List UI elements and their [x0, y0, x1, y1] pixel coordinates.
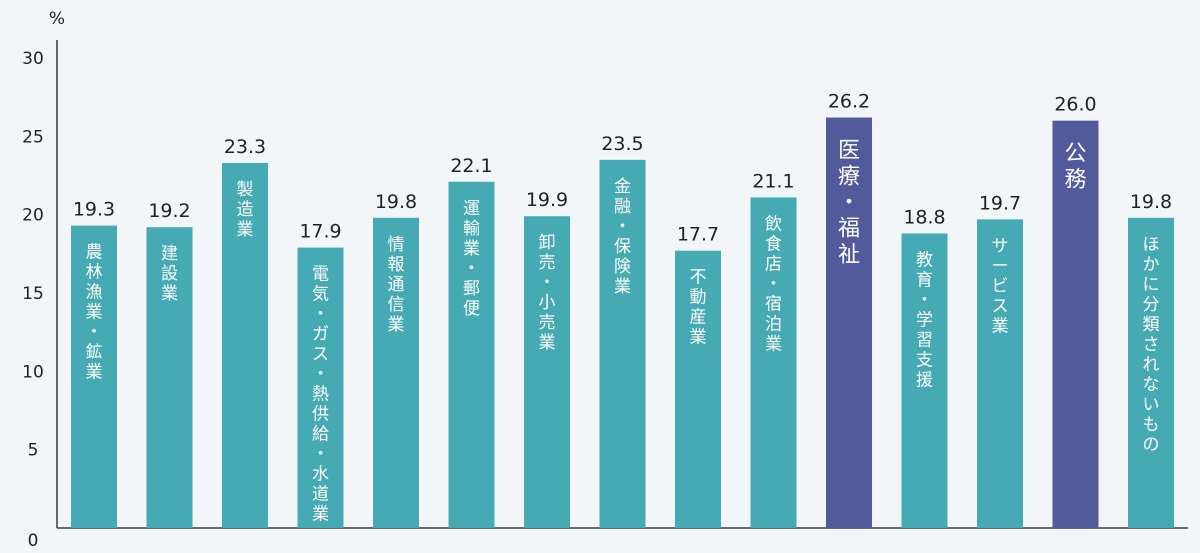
bar	[297, 247, 344, 529]
category-label: 金融・保険業	[614, 177, 631, 297]
bar	[222, 162, 268, 528]
category-label: 運輸業・郵便	[463, 199, 480, 319]
bars-group: 19.3 農林漁業・鉱業 19.2 建設業 23.3 製造業 17.9 電気・ガス・熱供給・水…	[71, 91, 1174, 529]
bar-value-label: 19.8	[1130, 191, 1172, 213]
bar-value-label: 21.1	[752, 170, 794, 192]
y-tick-label: 15	[22, 284, 44, 304]
bar-value-label: 26.2	[828, 91, 870, 113]
category-label: 電気・ガス・熱供給・水道業	[312, 265, 329, 525]
bar	[750, 197, 797, 528]
category-label: サービス業	[992, 236, 1009, 336]
bar	[71, 225, 117, 528]
bar	[977, 219, 1023, 528]
category-label: 医療・福祉	[838, 139, 860, 268]
bar	[599, 159, 646, 529]
bar-value-label: 19.9	[526, 189, 568, 211]
bar	[675, 250, 721, 528]
bar-value-label: 19.2	[148, 200, 190, 222]
category-label: 教育・学習支援	[916, 250, 933, 390]
category-label: ほかに分類されないもの	[1143, 235, 1160, 455]
y-axis-ticks: 0 5 10 15 20 25 30	[22, 49, 44, 551]
bar-value-label: 26.0	[1054, 94, 1096, 116]
category-label: 不動産業	[690, 268, 707, 348]
bar	[448, 181, 495, 528]
bar-value-label: 18.8	[903, 206, 945, 228]
bar	[1052, 120, 1099, 529]
y-tick-label: 25	[22, 127, 44, 147]
y-tick-label: 20	[22, 206, 44, 226]
category-label: 飲食店・宿泊業	[765, 214, 782, 354]
category-label: 公務	[1064, 142, 1086, 193]
y-axis-unit-label: %	[49, 9, 65, 29]
bar-value-label: 17.9	[299, 221, 341, 243]
category-label: 卸売・小売業	[539, 233, 556, 353]
bar-value-label: 23.5	[601, 133, 643, 155]
bar-value-label: 19.8	[375, 191, 417, 213]
category-label: 情報通信業	[388, 235, 405, 335]
bar	[826, 117, 872, 529]
y-tick-label: 30	[22, 49, 44, 69]
bar	[146, 227, 193, 528]
category-label: 製造業	[237, 180, 254, 240]
y-tick-label: 5	[28, 441, 39, 461]
bar	[373, 217, 419, 529]
bar-value-label: 17.7	[677, 224, 719, 246]
y-tick-label: 0	[28, 531, 39, 551]
bar-value-label: 19.3	[73, 199, 115, 221]
bar-value-label: 23.3	[224, 136, 266, 158]
category-label: 農林漁業・鉱業	[86, 243, 103, 383]
bar	[901, 233, 948, 528]
category-label: 建設業	[161, 244, 178, 304]
bar	[1128, 217, 1174, 529]
bar	[524, 216, 570, 528]
y-tick-label: 10	[22, 362, 44, 382]
bar-value-label: 22.1	[450, 155, 492, 177]
bar-value-label: 19.7	[979, 192, 1021, 214]
